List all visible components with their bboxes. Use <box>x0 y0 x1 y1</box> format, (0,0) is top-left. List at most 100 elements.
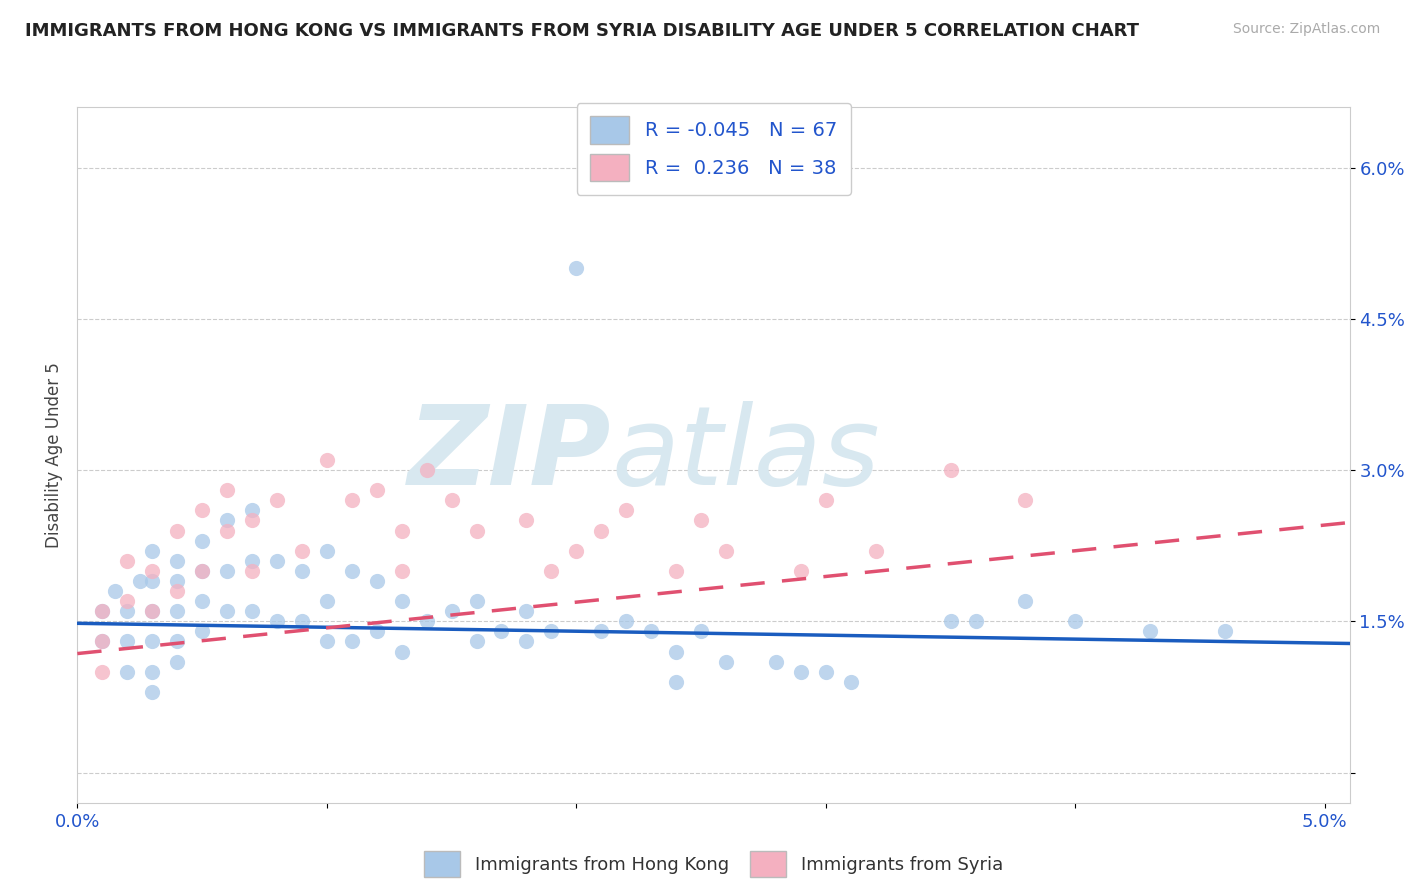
Point <box>291 615 314 629</box>
Point <box>865 543 887 558</box>
Point <box>814 665 837 679</box>
Point <box>565 543 588 558</box>
Point <box>115 554 138 568</box>
Text: IMMIGRANTS FROM HONG KONG VS IMMIGRANTS FROM SYRIA DISABILITY AGE UNDER 5 CORREL: IMMIGRANTS FROM HONG KONG VS IMMIGRANTS … <box>25 22 1139 40</box>
Point <box>266 615 288 629</box>
Point <box>315 453 337 467</box>
Point <box>141 604 163 618</box>
Point <box>115 604 138 618</box>
Point <box>614 615 637 629</box>
Point <box>366 483 388 498</box>
Point <box>515 604 537 618</box>
Point <box>115 594 138 608</box>
Point <box>191 503 214 517</box>
Point <box>128 574 150 588</box>
Point <box>440 493 463 508</box>
Y-axis label: Disability Age Under 5: Disability Age Under 5 <box>45 362 63 548</box>
Point <box>240 554 263 568</box>
Point <box>765 655 787 669</box>
Point <box>714 655 737 669</box>
Point <box>240 513 263 527</box>
Point <box>665 674 688 689</box>
Point <box>240 564 263 578</box>
Point <box>714 543 737 558</box>
Point <box>166 554 188 568</box>
Point <box>191 594 214 608</box>
Point <box>215 483 238 498</box>
Point <box>790 564 813 578</box>
Point <box>266 493 288 508</box>
Point <box>591 624 613 639</box>
Point <box>1213 624 1236 639</box>
Point <box>690 624 713 639</box>
Point <box>315 594 337 608</box>
Point <box>640 624 662 639</box>
Point <box>839 674 862 689</box>
Point <box>291 543 314 558</box>
Point <box>690 513 713 527</box>
Point <box>515 513 537 527</box>
Point <box>166 634 188 648</box>
Point <box>415 615 437 629</box>
Point <box>91 604 114 618</box>
Text: atlas: atlas <box>612 401 880 508</box>
Point <box>366 624 388 639</box>
Point <box>91 634 114 648</box>
Point <box>215 564 238 578</box>
Point <box>315 543 337 558</box>
Point <box>540 564 562 578</box>
Point <box>939 463 962 477</box>
Point <box>166 655 188 669</box>
Point <box>191 564 214 578</box>
Point <box>215 513 238 527</box>
Point <box>465 634 488 648</box>
Point <box>141 574 163 588</box>
Point <box>965 615 987 629</box>
Point <box>1014 594 1036 608</box>
Point <box>340 493 363 508</box>
Point <box>391 524 413 538</box>
Point <box>1139 624 1161 639</box>
Point <box>291 564 314 578</box>
Point <box>141 564 163 578</box>
Legend: Immigrants from Hong Kong, Immigrants from Syria: Immigrants from Hong Kong, Immigrants fr… <box>416 844 1011 884</box>
Point <box>215 524 238 538</box>
Point <box>1064 615 1087 629</box>
Point <box>166 524 188 538</box>
Point <box>415 463 437 477</box>
Point <box>141 543 163 558</box>
Point <box>91 665 114 679</box>
Point <box>141 685 163 699</box>
Point <box>391 644 413 658</box>
Point <box>665 644 688 658</box>
Point <box>240 503 263 517</box>
Point <box>790 665 813 679</box>
Point <box>540 624 562 639</box>
Point <box>391 564 413 578</box>
Point <box>91 634 114 648</box>
Point <box>115 665 138 679</box>
Point <box>315 634 337 648</box>
Point <box>939 615 962 629</box>
Point <box>665 564 688 578</box>
Point <box>565 261 588 276</box>
Text: ZIP: ZIP <box>408 401 612 508</box>
Point <box>340 564 363 578</box>
Point <box>141 634 163 648</box>
Point <box>465 524 488 538</box>
Point <box>614 503 637 517</box>
Point <box>215 604 238 618</box>
Point <box>166 604 188 618</box>
Point <box>515 634 537 648</box>
Point <box>391 594 413 608</box>
Point <box>465 594 488 608</box>
Point <box>141 604 163 618</box>
Point <box>340 634 363 648</box>
Point <box>366 574 388 588</box>
Point <box>191 533 214 548</box>
Point <box>591 524 613 538</box>
Point <box>191 624 214 639</box>
Point <box>104 584 127 599</box>
Text: Source: ZipAtlas.com: Source: ZipAtlas.com <box>1233 22 1381 37</box>
Point <box>814 493 837 508</box>
